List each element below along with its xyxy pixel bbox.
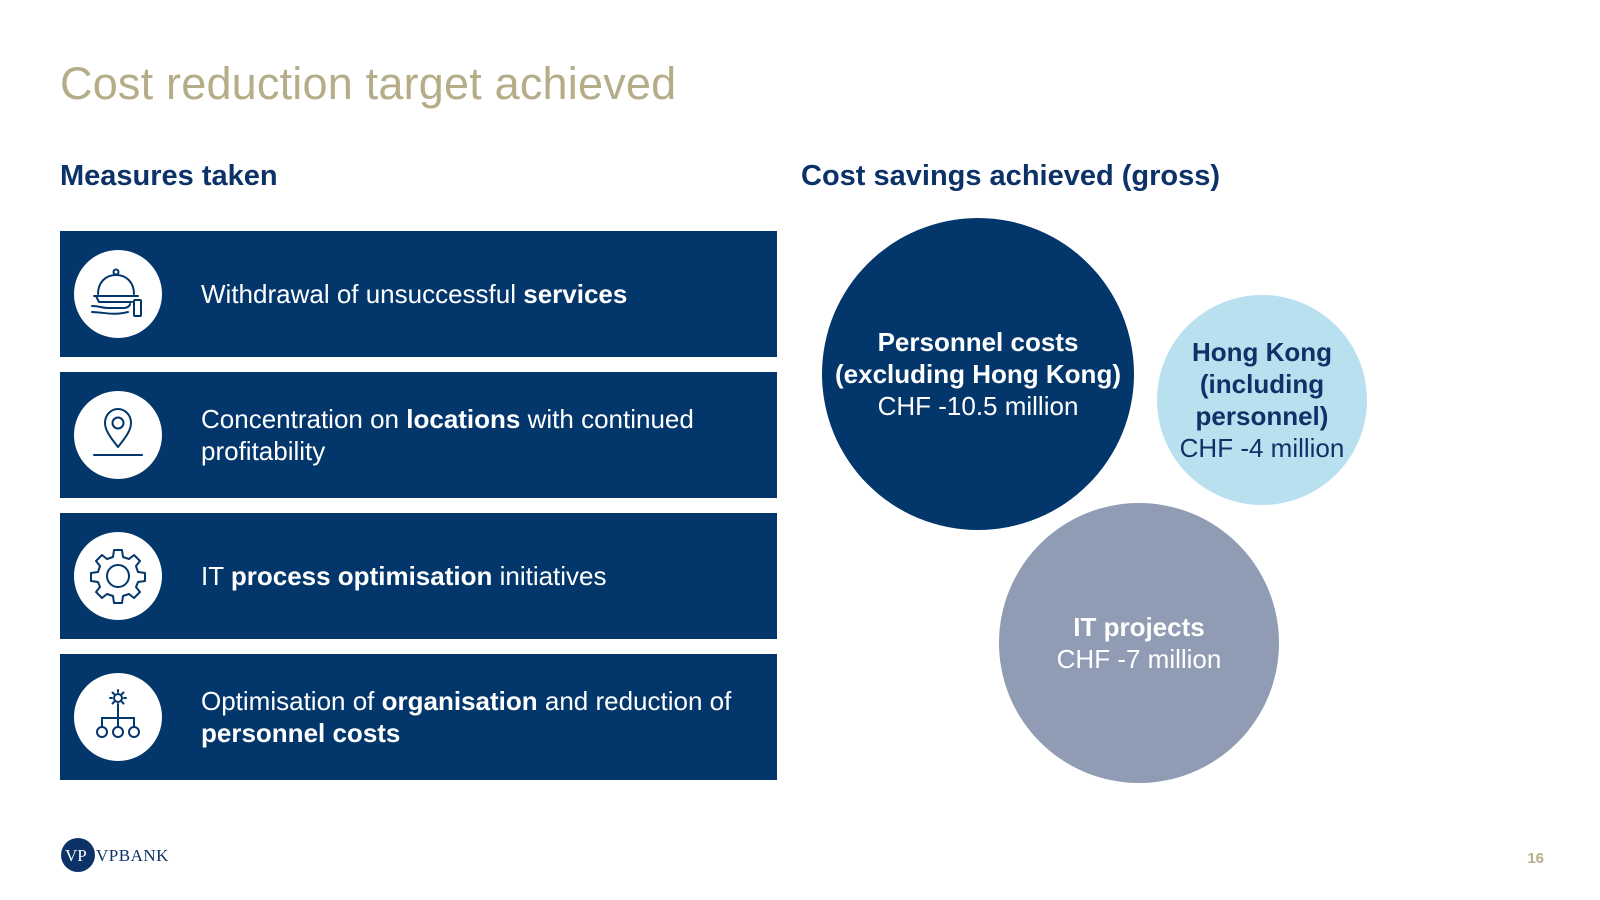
logo-text: VPBANK bbox=[96, 846, 169, 865]
measure-text-part: Concentration on bbox=[201, 404, 407, 434]
vp-bank-logo: VP VPBANK bbox=[60, 837, 180, 877]
measure-text-bold: process optimisation bbox=[230, 561, 493, 591]
measure-text-part: and reduction of bbox=[537, 686, 732, 716]
measure-text: Withdrawal of unsuccessful services bbox=[201, 231, 747, 357]
slide-title: Cost reduction target achieved bbox=[60, 58, 677, 109]
measure-text: IT process optimisation initiatives bbox=[201, 513, 747, 639]
bubble-amount: CHF -4 million bbox=[1179, 433, 1345, 463]
savings-heading: Cost savings achieved (gross) bbox=[801, 160, 1221, 192]
service-cloche-icon bbox=[74, 250, 162, 338]
measure-text-bold: personnel costs bbox=[201, 718, 401, 748]
svg-text:VP: VP bbox=[65, 846, 87, 865]
savings-bubble-it-projects: IT projects CHF -7 million bbox=[999, 503, 1279, 783]
savings-bubble-hong-kong: Hong Kong (including personnel) CHF -4 m… bbox=[1157, 295, 1367, 505]
measure-text-part: Withdrawal of unsuccessful bbox=[201, 279, 524, 309]
measure-text-part: initiatives bbox=[492, 561, 607, 591]
bubble-label: IT projects bbox=[1073, 612, 1205, 642]
savings-bubble-personnel: Personnel costs (excluding Hong Kong) CH… bbox=[822, 218, 1134, 530]
measure-services: Withdrawal of unsuccessful services bbox=[60, 231, 777, 357]
measure-text-bold: services bbox=[523, 279, 628, 309]
measure-locations: Concentration on locations with continue… bbox=[60, 372, 777, 498]
measure-text: Optimisation of organisation and reducti… bbox=[201, 654, 747, 780]
measures-heading: Measures taken bbox=[60, 160, 278, 192]
measure-text-part: IT bbox=[201, 561, 231, 591]
measure-text: Concentration on locations with continue… bbox=[201, 372, 747, 498]
bubble-amount: CHF -7 million bbox=[1056, 644, 1222, 674]
gear-icon bbox=[74, 532, 162, 620]
measure-text-part: with continued profitability bbox=[201, 404, 694, 466]
page-number: 16 bbox=[1527, 850, 1544, 867]
bubble-label: Personnel costs (excluding Hong Kong) bbox=[835, 327, 1121, 389]
measure-text-part: Optimisation of bbox=[201, 686, 382, 716]
bubble-label: Hong Kong (including personnel) bbox=[1191, 337, 1333, 431]
measure-text-bold: organisation bbox=[381, 686, 538, 716]
bubble-amount: CHF -10.5 million bbox=[877, 391, 1079, 421]
org-chart-icon bbox=[74, 673, 162, 761]
measure-text-bold: locations bbox=[406, 404, 521, 434]
measure-organisation: Optimisation of organisation and reducti… bbox=[60, 654, 777, 780]
measure-it-process: IT process optimisation initiatives bbox=[60, 513, 777, 639]
location-pin-icon bbox=[74, 391, 162, 479]
